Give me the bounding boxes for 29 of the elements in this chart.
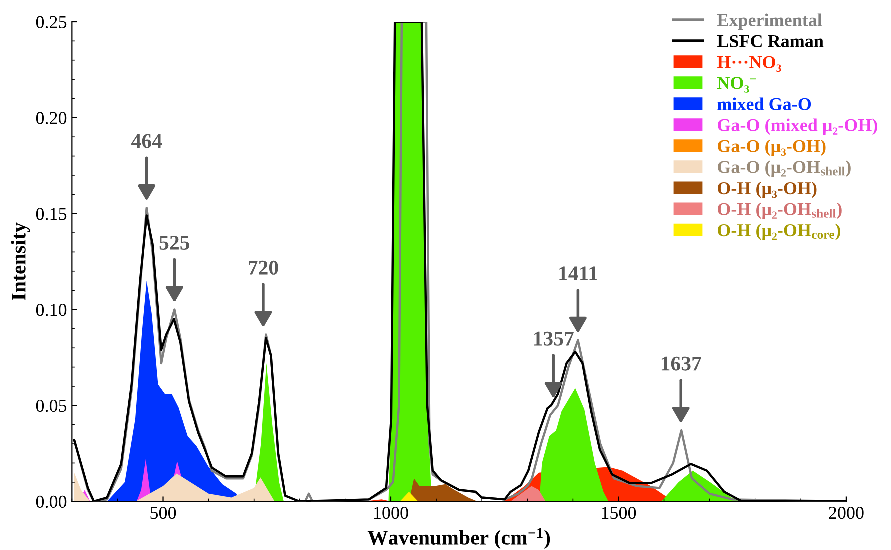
x-tick-label: 500 [150,506,176,520]
y-tick-label: 0.10 [36,304,67,316]
annotation: 525 [160,236,190,250]
legend-label: Ga-O (μ₃-OH) [718,140,826,156]
y-tick-label: 0.15 [36,208,67,220]
x-tick-label: 1000 [374,506,408,520]
legend-label: Ga-O (μ₂-OH$_{shell}$) [718,160,851,178]
annotation: 720 [249,260,278,275]
legend-label: O-H (μ₂-OH$_{core}$) [718,224,840,240]
legend-label: Experimental [717,14,822,30]
legend-label: O-H (μ₃-OH) [718,182,817,198]
x-axis-title: Wavenumber (cm$^{−1}$) [368,528,550,550]
y-axis-title: Intensity [11,222,30,300]
annotation: 1637 [662,356,702,371]
x-tick-label: 2000 [829,506,864,520]
legend-label: Ga-O (mixed μ₂-OH) [718,118,878,136]
y-tick-label: 0.00 [36,496,67,508]
legend-label: O-H (μ₂-OH$_{shell}$) [718,202,842,220]
y-tick-label: 0.20 [36,112,67,124]
annotation: 1357 [534,332,574,346]
x-tick-label: 1500 [602,506,636,520]
y-tick-label: 0.05 [36,400,67,412]
legend-label: LSFC Raman [717,35,824,48]
legend-label: NO₃$^{−}$ [717,77,756,93]
annotation: 1411 [560,266,598,280]
legend-label: mixed Ga-O [718,98,812,110]
y-tick-label: 0.25 [36,16,67,29]
legend-label: H···NO₃ [717,56,782,72]
annotation: 464 [132,134,162,148]
